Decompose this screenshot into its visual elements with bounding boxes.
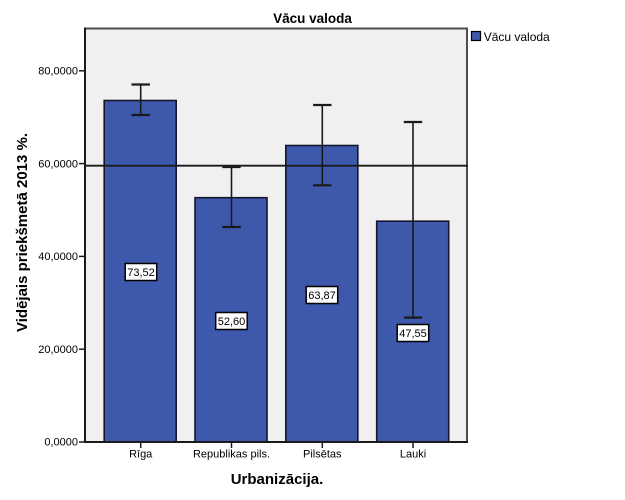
svg-text:Vidējais priekšmetā 2013 %.: Vidējais priekšmetā 2013 %. <box>14 133 31 332</box>
svg-text:0,0000: 0,0000 <box>44 437 78 449</box>
svg-text:80,0000: 80,0000 <box>38 66 78 78</box>
svg-text:Vācu valoda: Vācu valoda <box>484 30 550 44</box>
svg-text:47,55: 47,55 <box>399 328 427 340</box>
svg-text:Rīga: Rīga <box>129 449 153 461</box>
svg-text:Pilsētas: Pilsētas <box>303 449 342 461</box>
svg-text:52,60: 52,60 <box>218 316 246 328</box>
svg-text:Urbanizācija.: Urbanizācija. <box>231 471 324 488</box>
svg-text:40,0000: 40,0000 <box>38 251 78 263</box>
svg-text:60,0000: 60,0000 <box>38 158 78 170</box>
svg-text:Vācu valoda: Vācu valoda <box>273 11 352 26</box>
svg-text:73,52: 73,52 <box>127 267 155 279</box>
svg-text:Republikas pils.: Republikas pils. <box>193 449 270 461</box>
svg-text:63,87: 63,87 <box>308 290 336 302</box>
svg-text:Lauki: Lauki <box>400 449 426 461</box>
svg-text:20,0000: 20,0000 <box>38 344 78 356</box>
